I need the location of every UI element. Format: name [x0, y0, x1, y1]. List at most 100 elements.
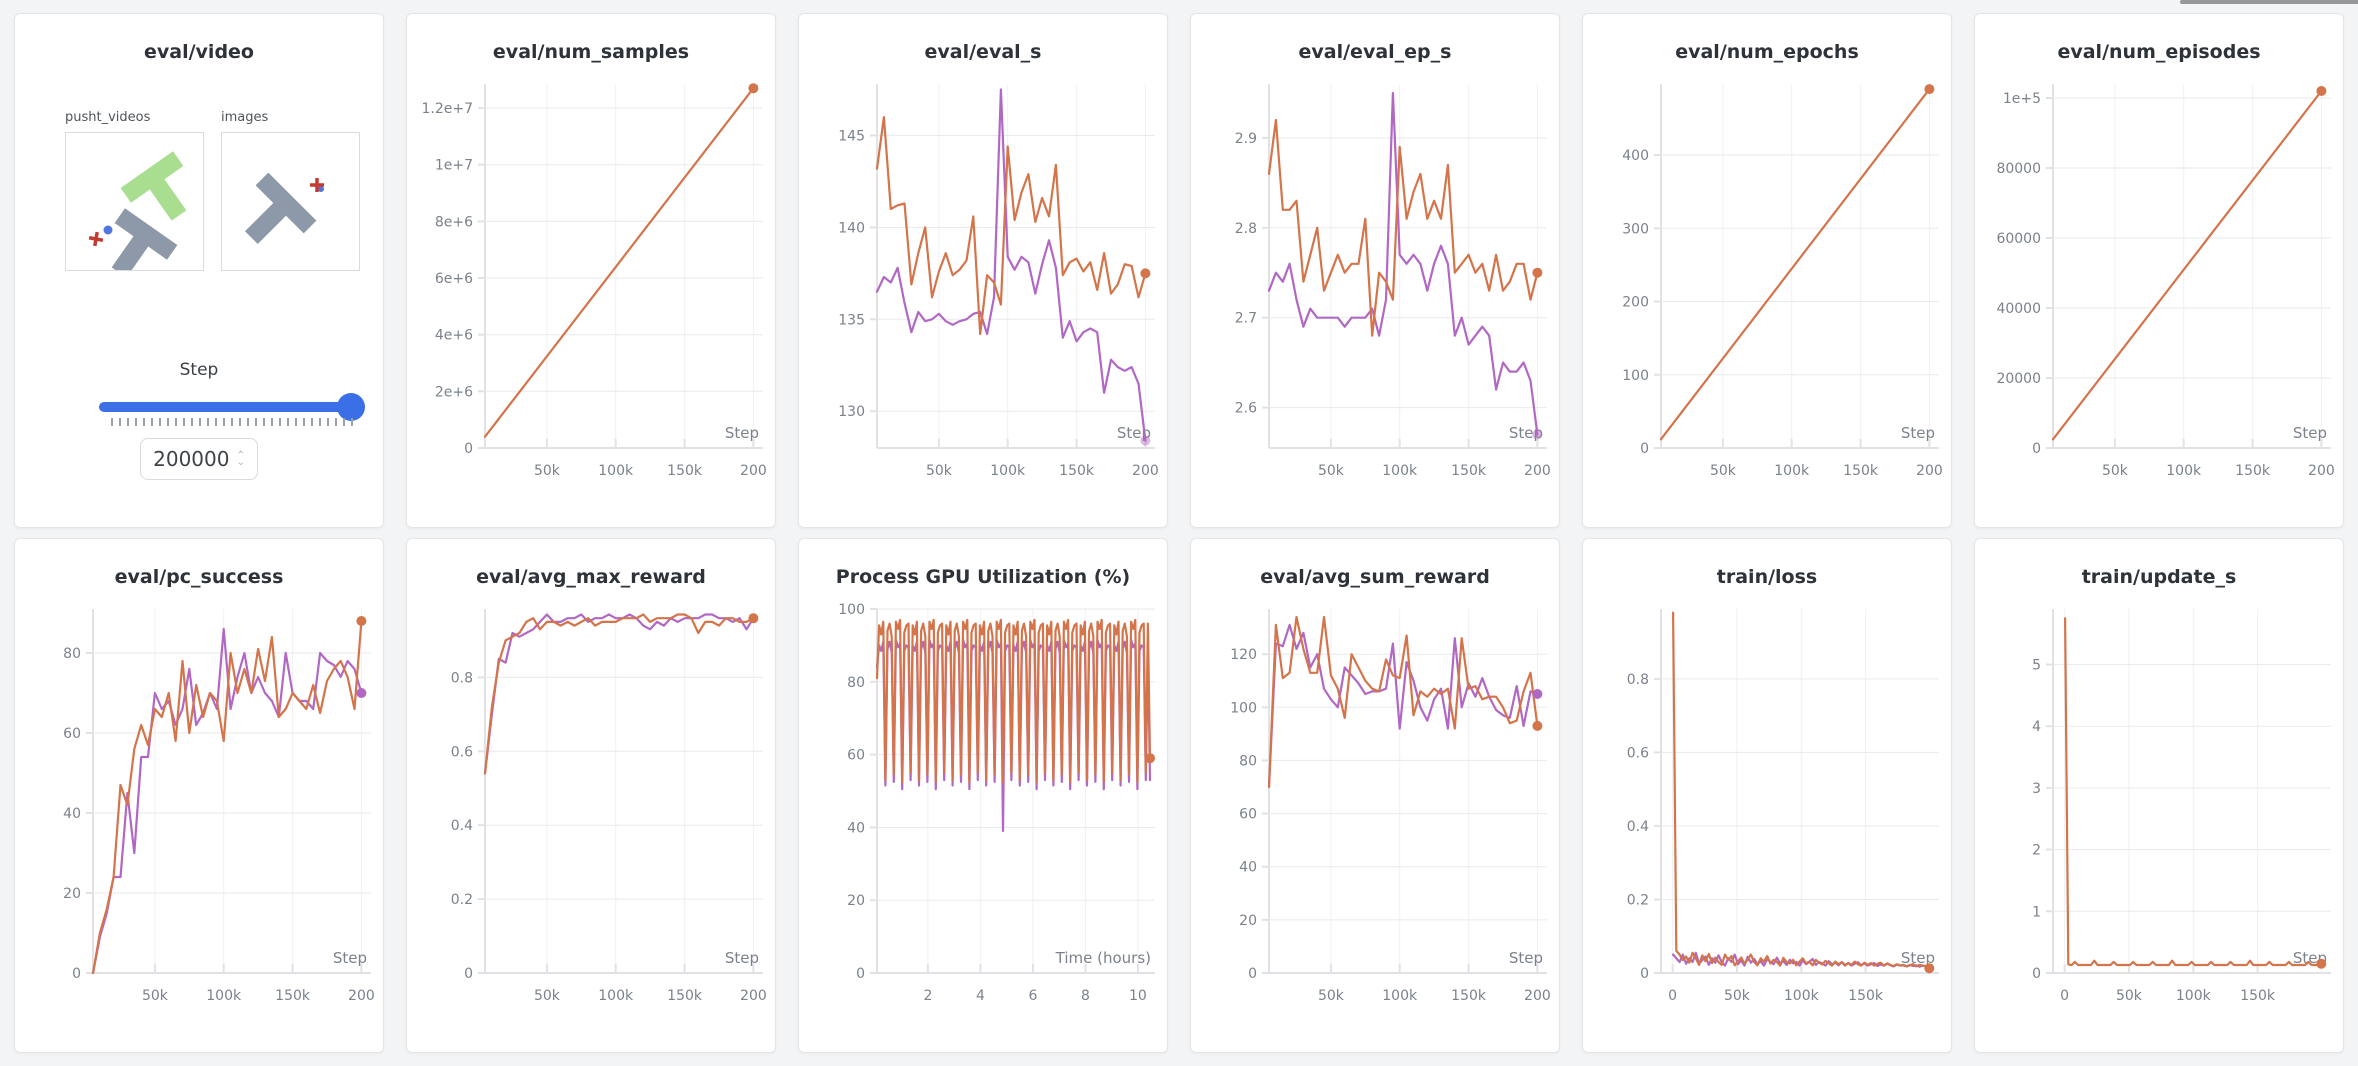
step-number-input[interactable]: 200000 ⌃ ⌄ — [140, 438, 258, 480]
svg-text:200: 200 — [1622, 295, 1649, 311]
svg-text:100k: 100k — [598, 463, 634, 479]
svg-text:0: 0 — [2032, 966, 2041, 982]
svg-text:8e+6: 8e+6 — [435, 214, 473, 230]
svg-text:Step: Step — [1509, 949, 1543, 967]
svg-text:150k: 150k — [1451, 463, 1487, 479]
green-t-block — [120, 151, 187, 221]
svg-text:200: 200 — [740, 463, 767, 479]
line-chart[interactable]: 0 50k 100k 150k 0 0.2 0.4 0.6 0.8 Step — [1583, 591, 1951, 1051]
svg-text:2: 2 — [2032, 843, 2041, 859]
svg-text:200: 200 — [2308, 463, 2335, 479]
chart-title: eval/num_epochs — [1675, 41, 1859, 63]
svg-text:80: 80 — [847, 675, 865, 691]
svg-text:50k: 50k — [1318, 988, 1345, 1004]
horizontal-scrollbar[interactable] — [2180, 0, 2358, 4]
svg-text:40: 40 — [63, 806, 81, 822]
step-slider-label: Step — [179, 360, 219, 380]
svg-text:100k: 100k — [1382, 988, 1418, 1004]
svg-text:20: 20 — [847, 893, 865, 909]
svg-text:50k: 50k — [1318, 463, 1345, 479]
stepper-arrows-icon[interactable]: ⌃ ⌄ — [236, 450, 245, 468]
line-chart[interactable]: 50k 100k 150k 200 0 2e+6 4e+6 6e+6 8e+6 1e+7 1.2e+… — [407, 66, 775, 526]
svg-text:150k: 150k — [1843, 463, 1879, 479]
svg-text:Step: Step — [725, 949, 759, 967]
line-chart[interactable]: 50k 100k 150k 200 0 20 40 60 80 Step — [15, 591, 383, 1051]
svg-text:140: 140 — [838, 220, 865, 236]
svg-text:Step: Step — [1901, 424, 1935, 442]
svg-text:Step: Step — [333, 949, 367, 967]
svg-text:20: 20 — [1239, 913, 1257, 929]
step-slider-handle[interactable] — [337, 393, 365, 421]
svg-text:150k: 150k — [2235, 463, 2271, 479]
svg-text:200: 200 — [1524, 463, 1551, 479]
panel-eval-eval-s: eval/eval_s 50k 100k 150k 200 130 135 140 145 St… — [798, 13, 1168, 528]
svg-text:0: 0 — [72, 966, 81, 982]
svg-text:4: 4 — [976, 988, 985, 1004]
svg-text:150k: 150k — [667, 463, 703, 479]
svg-text:0.4: 0.4 — [1627, 819, 1649, 835]
line-chart[interactable]: 50k 100k 150k 200 0 0.2 0.4 0.6 0.8 Step — [407, 591, 775, 1051]
svg-text:6: 6 — [1028, 988, 1037, 1004]
line-chart[interactable]: 50k 100k 150k 200 130 135 140 145 Step — [799, 66, 1167, 526]
svg-text:150k: 150k — [667, 988, 703, 1004]
svg-text:2e+6: 2e+6 — [435, 384, 473, 400]
svg-text:100k: 100k — [2166, 463, 2202, 479]
images-scene-graphic — [244, 172, 324, 245]
step-slider-ticks — [111, 418, 355, 426]
svg-text:0.6: 0.6 — [451, 744, 473, 760]
svg-text:50k: 50k — [2116, 988, 2143, 1004]
svg-text:130: 130 — [838, 404, 865, 420]
chart-title: eval/pc_success — [114, 566, 284, 588]
media-images[interactable]: images — [221, 110, 361, 271]
svg-text:135: 135 — [838, 312, 865, 328]
svg-text:Step: Step — [1117, 424, 1151, 442]
svg-text:20000: 20000 — [1996, 371, 2041, 387]
svg-text:0: 0 — [856, 966, 865, 982]
svg-text:50k: 50k — [926, 463, 953, 479]
chart-title: eval/num_episodes — [2057, 41, 2261, 63]
images-thumbnail[interactable] — [221, 132, 360, 271]
panel-eval-pc-success: eval/pc_success 50k 100k 150k 200 0 20 40 60 80 S… — [14, 538, 384, 1053]
svg-text:50k: 50k — [534, 463, 561, 479]
svg-text:0.8: 0.8 — [1627, 672, 1649, 688]
svg-text:200: 200 — [1916, 463, 1943, 479]
svg-text:100k: 100k — [2176, 988, 2212, 1004]
svg-text:40000: 40000 — [1996, 301, 2041, 317]
step-slider[interactable] — [99, 393, 365, 421]
media-pusht-videos[interactable]: pusht_videos — [65, 110, 205, 278]
svg-text:2.9: 2.9 — [1235, 131, 1257, 147]
pusht-video-thumbnail[interactable] — [65, 132, 204, 278]
svg-text:3: 3 — [2032, 781, 2041, 797]
agent-dot — [318, 186, 324, 192]
svg-text:60: 60 — [847, 748, 865, 764]
chart-title: train/update_s — [2081, 566, 2237, 588]
line-chart[interactable]: 50k 100k 150k 200 0 20000 40000 60000 80000 1e+5 S… — [1975, 66, 2343, 526]
target-cross — [310, 178, 324, 192]
svg-text:1.2e+7: 1.2e+7 — [421, 101, 473, 117]
svg-text:100k: 100k — [1382, 463, 1418, 479]
svg-text:300: 300 — [1622, 221, 1649, 237]
svg-text:Time (hours): Time (hours) — [1055, 949, 1151, 967]
svg-text:50k: 50k — [142, 988, 169, 1004]
line-chart[interactable]: 50k 100k 150k 200 0 100 200 300 400 Step — [1583, 66, 1951, 526]
svg-text:100: 100 — [1622, 368, 1649, 384]
svg-text:2.8: 2.8 — [1235, 221, 1257, 237]
line-chart[interactable]: 50k 100k 150k 200 0 20 40 60 80 100 120 Step — [1191, 591, 1559, 1051]
media-label: pusht_videos — [65, 110, 151, 125]
svg-text:0.2: 0.2 — [451, 892, 473, 908]
svg-text:0: 0 — [2060, 988, 2069, 1004]
svg-text:50k: 50k — [1710, 463, 1737, 479]
svg-text:0: 0 — [1640, 441, 1649, 457]
panel-eval-avg-sum-reward: eval/avg_sum_reward 50k 100k 150k 200 0 20 40 6… — [1190, 538, 1560, 1053]
pusht-scene-graphic — [88, 151, 187, 278]
panel-train-update-s: train/update_s 0 50k 100k 150k 0 1 2 3 4 5 Step — [1974, 538, 2344, 1053]
line-chart[interactable]: 50k 100k 150k 200 2.6 2.7 2.8 2.9 Step — [1191, 66, 1559, 526]
svg-text:1e+7: 1e+7 — [435, 158, 473, 174]
svg-text:50k: 50k — [1724, 988, 1751, 1004]
svg-text:145: 145 — [838, 129, 865, 145]
svg-text:2: 2 — [923, 988, 932, 1004]
svg-text:60000: 60000 — [1996, 231, 2041, 247]
